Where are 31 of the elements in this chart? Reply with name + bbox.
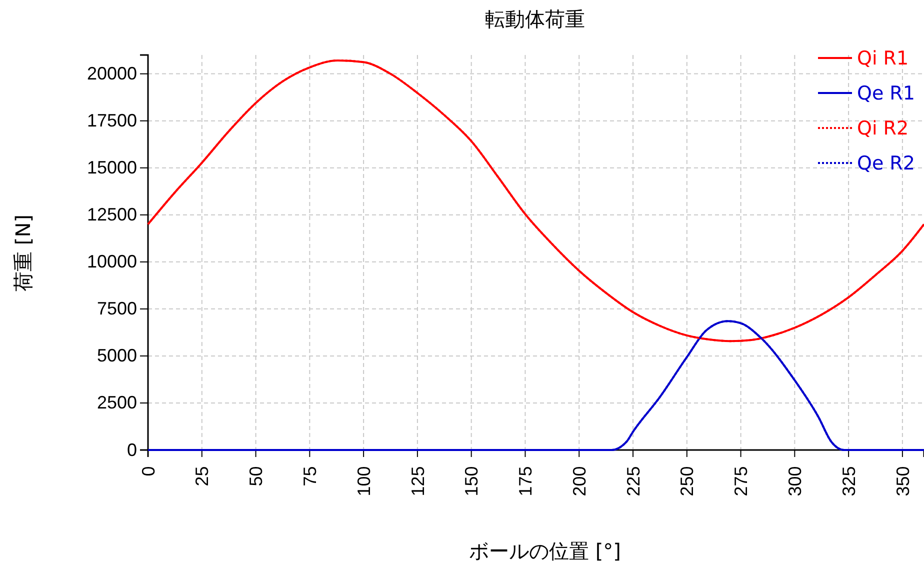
legend-label: Qi R1 (857, 48, 909, 70)
x-tick-label: 50 (246, 466, 266, 486)
y-tick-label: 0 (126, 440, 137, 460)
x-tick-label: 75 (300, 466, 320, 486)
y-tick-label: 17500 (86, 110, 137, 131)
y-tick-label: 10000 (86, 252, 137, 272)
x-tick-label: 275 (731, 466, 752, 496)
legend-label: Qi R2 (857, 118, 909, 140)
x-tick-label: 175 (516, 466, 536, 496)
x-tick-label: 100 (354, 466, 374, 496)
chart-title: 転動体荷重 (485, 7, 585, 31)
x-tick-label: 200 (569, 466, 590, 496)
legend-label: Qe R1 (857, 82, 915, 105)
y-tick-label: 7500 (96, 298, 137, 319)
x-tick-label: 350 (892, 466, 913, 496)
x-tick-label: 25 (192, 466, 212, 486)
x-tick-label: 0 (138, 466, 158, 476)
x-tick-label: 125 (408, 466, 428, 496)
x-tick-label: 250 (677, 466, 698, 496)
y-tick-label: 20000 (86, 64, 137, 84)
x-axis-title: ボールの位置 [°] (469, 539, 621, 563)
y-tick-label: 5000 (96, 346, 137, 366)
y-tick-label: 2500 (96, 392, 137, 413)
legend-label: Qe R2 (857, 152, 915, 175)
x-tick-label: 225 (623, 466, 644, 496)
x-tick-label: 325 (838, 466, 859, 496)
y-axis-title: 荷重 [N] (11, 214, 35, 292)
x-tick-label: 300 (784, 466, 805, 496)
y-tick-label: 12500 (86, 204, 137, 225)
y-tick-label: 15000 (86, 158, 137, 178)
x-tick-label: 150 (462, 466, 482, 496)
